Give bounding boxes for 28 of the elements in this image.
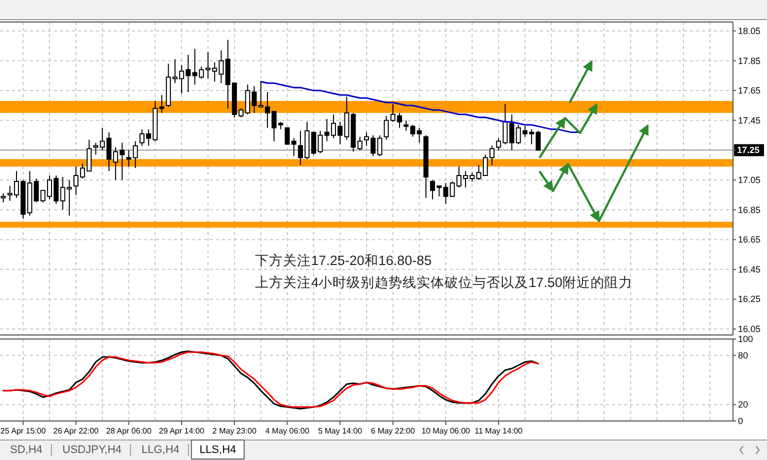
- x-tick-label: 5 May 14:00: [318, 426, 363, 436]
- y-tick-label: 80: [738, 350, 748, 360]
- x-tick-label: 28 Apr 06:00: [106, 426, 152, 436]
- x-tick-label: 11 May 14:00: [474, 426, 524, 436]
- annotation: 上方关注4小时级别趋势线实体破位与否以及17.50附近的阻力: [255, 274, 632, 290]
- y-tick-label: 17.45: [738, 115, 761, 126]
- y-tick-label: 16.25: [738, 294, 761, 304]
- y-tick-label: 17.85: [738, 56, 761, 66]
- y-tick-label: 0: [738, 416, 744, 426]
- y-tick-label: 100: [738, 334, 754, 344]
- y-tick-label: 16.45: [738, 264, 761, 274]
- y-tick-label: 16.05: [738, 324, 761, 334]
- x-tick-label: 4 May 06:00: [265, 426, 310, 436]
- x-tick-label: 29 Apr 14:00: [158, 426, 205, 436]
- y-tick-label: 18.05: [738, 26, 761, 36]
- x-tick-label: 10 May 06:00: [422, 426, 471, 436]
- x-tick-label: 26 Apr 22:00: [53, 426, 100, 436]
- x-tick-label: 2 May 23:00: [212, 426, 257, 436]
- y-tick-label: 16.85: [738, 204, 761, 215]
- tabs: SD,H4 USDJPY,H4 LLG,H4 LLS,H4: [0, 440, 767, 460]
- y-tick-label: 17.05: [738, 174, 761, 185]
- ref-line-label: 17.25: [737, 145, 760, 156]
- y-tick-label: 17.65: [738, 86, 761, 96]
- x-tick-label: 6 May 22:00: [370, 426, 416, 436]
- y-tick-label: 16.65: [738, 234, 761, 245]
- y-tick-label: 20: [738, 400, 748, 410]
- x-tick-label: 25 Apr 15:00: [0, 426, 46, 436]
- annotation: 下方关注17.25-20和16.80-85: [255, 252, 432, 268]
